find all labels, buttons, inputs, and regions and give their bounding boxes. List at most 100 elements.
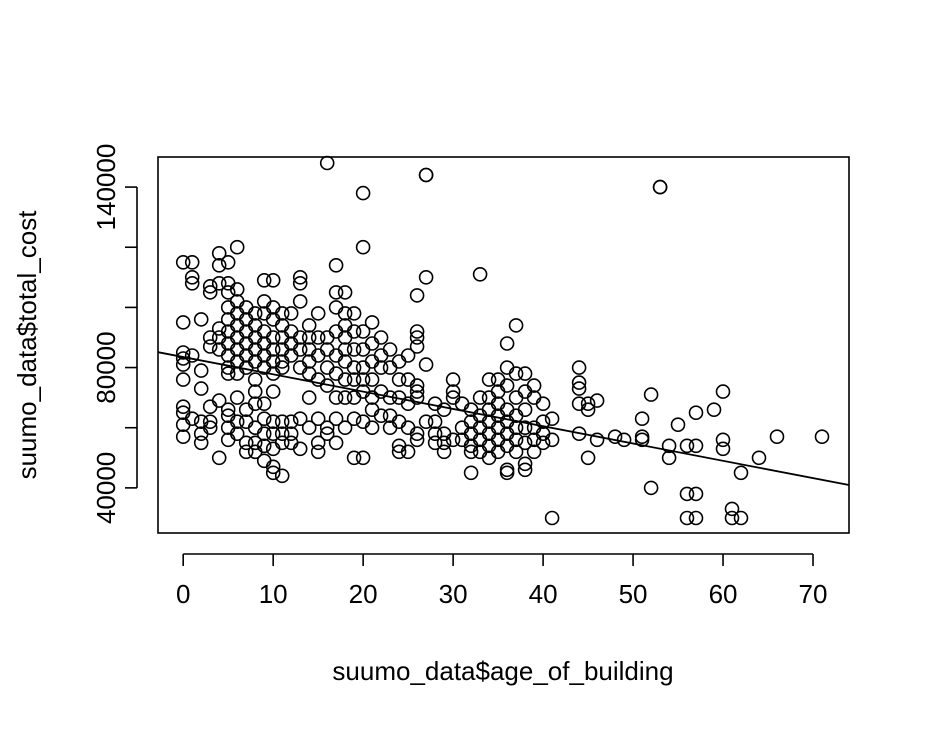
data-point [418, 414, 434, 430]
data-point [220, 420, 236, 436]
data-point [535, 414, 551, 430]
data-point [454, 420, 470, 436]
data-point [517, 420, 533, 436]
data-point [220, 312, 236, 327]
data-point [445, 432, 461, 448]
data-point [679, 438, 695, 454]
data-point [436, 435, 452, 451]
data-point [283, 414, 299, 430]
data-point [202, 285, 218, 300]
data-point [346, 360, 362, 375]
data-point [292, 330, 308, 345]
data-point [409, 288, 425, 303]
data-point [382, 420, 398, 436]
data-point [544, 510, 560, 526]
x-axis-title: suumo_data$age_of_building [332, 656, 673, 686]
data-point [427, 426, 443, 442]
x-tick-label: 0 [176, 579, 190, 609]
data-point [364, 372, 380, 387]
data-point [292, 411, 308, 427]
data-point [265, 330, 281, 345]
data-point [274, 318, 290, 333]
data-points [175, 155, 830, 526]
data-point [373, 408, 389, 424]
x-tick-label: 40 [529, 579, 558, 609]
data-point [400, 372, 416, 387]
data-point [409, 390, 425, 405]
data-point [202, 339, 218, 354]
data-point [508, 390, 524, 405]
data-point [301, 420, 317, 436]
data-point [409, 324, 425, 339]
data-point [364, 336, 380, 351]
data-point [499, 426, 515, 442]
data-point [616, 432, 632, 448]
data-point [337, 390, 353, 405]
data-point [814, 429, 830, 445]
data-point [355, 324, 371, 339]
data-point [283, 336, 299, 351]
data-point [346, 411, 362, 427]
data-point [301, 318, 317, 333]
data-point [418, 357, 434, 372]
data-point [715, 441, 731, 457]
data-point [283, 306, 299, 321]
data-point [229, 390, 245, 405]
data-point [337, 330, 353, 345]
data-point [751, 450, 767, 466]
data-point [193, 312, 209, 327]
data-point [184, 269, 200, 285]
y-tick-label: 140000 [91, 144, 121, 231]
data-point [274, 426, 290, 442]
data-point [706, 402, 722, 418]
data-point [229, 414, 245, 430]
data-point [589, 432, 605, 448]
data-point [220, 402, 236, 418]
data-point [319, 342, 335, 357]
data-point [256, 272, 272, 288]
data-point [418, 269, 434, 285]
data-point [499, 378, 515, 393]
data-point [247, 354, 263, 369]
data-point [355, 239, 371, 255]
data-point [472, 266, 488, 282]
data-point [535, 435, 551, 451]
data-point [193, 381, 209, 396]
data-point [715, 432, 731, 448]
data-point [220, 348, 236, 363]
data-point [472, 420, 488, 436]
data-point [247, 396, 263, 412]
x-tick-label: 30 [439, 579, 468, 609]
data-point [229, 330, 245, 345]
data-point [292, 441, 308, 457]
data-point [265, 459, 281, 475]
data-point [238, 300, 254, 315]
data-point [211, 342, 227, 357]
data-point [301, 342, 317, 357]
data-point [256, 438, 272, 454]
data-point [391, 444, 407, 460]
data-point [283, 426, 299, 442]
data-point [499, 414, 515, 430]
data-point [427, 435, 443, 451]
data-point [472, 432, 488, 448]
data-point [463, 465, 479, 481]
data-point [220, 324, 236, 339]
data-point [490, 396, 506, 412]
data-point [265, 272, 281, 288]
data-point [265, 441, 281, 457]
data-point [724, 510, 740, 526]
data-point [544, 411, 560, 427]
data-point [391, 414, 407, 430]
data-point [400, 444, 416, 460]
data-point [454, 432, 470, 448]
data-point [355, 360, 371, 375]
data-point [193, 363, 209, 378]
data-point [409, 426, 425, 442]
data-point [220, 432, 236, 448]
data-point [292, 275, 308, 291]
data-point [643, 387, 659, 402]
data-point [265, 342, 281, 357]
data-point [688, 486, 704, 502]
data-point [508, 444, 524, 460]
